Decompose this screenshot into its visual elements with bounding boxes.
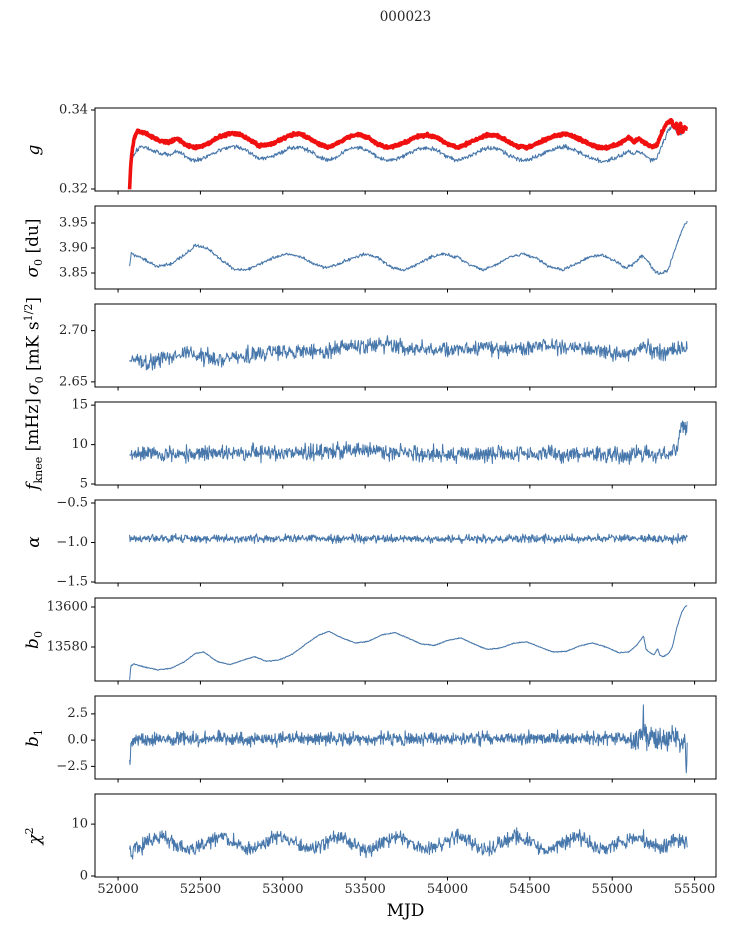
panel-b0 bbox=[95, 598, 716, 681]
ylabel-b0: b0 bbox=[22, 630, 46, 649]
panel-fknee bbox=[95, 402, 716, 485]
panel-b1 bbox=[95, 696, 716, 779]
panel-alpha bbox=[95, 500, 716, 583]
figure-title: 000023 bbox=[379, 9, 432, 25]
x-axis-label: MJD bbox=[386, 901, 425, 921]
panel-sigma0-du bbox=[95, 206, 716, 289]
ylabel-sigma0-mks: σ0 [mK s1/2] bbox=[21, 296, 47, 395]
ylabel-fknee: fknee [mHz] bbox=[22, 397, 46, 490]
panel-sigma0-mks bbox=[95, 304, 716, 387]
ylabel-chi2: χ2 bbox=[23, 826, 45, 845]
ylabel-alpha: α bbox=[24, 535, 44, 548]
ylabel-sigma0-du: σ0 [du] bbox=[22, 217, 46, 278]
panel-g bbox=[95, 108, 716, 191]
ylabel-b1: b1 bbox=[22, 728, 46, 747]
ylabel-g: g bbox=[24, 144, 44, 155]
panel-chi2 bbox=[95, 794, 716, 877]
